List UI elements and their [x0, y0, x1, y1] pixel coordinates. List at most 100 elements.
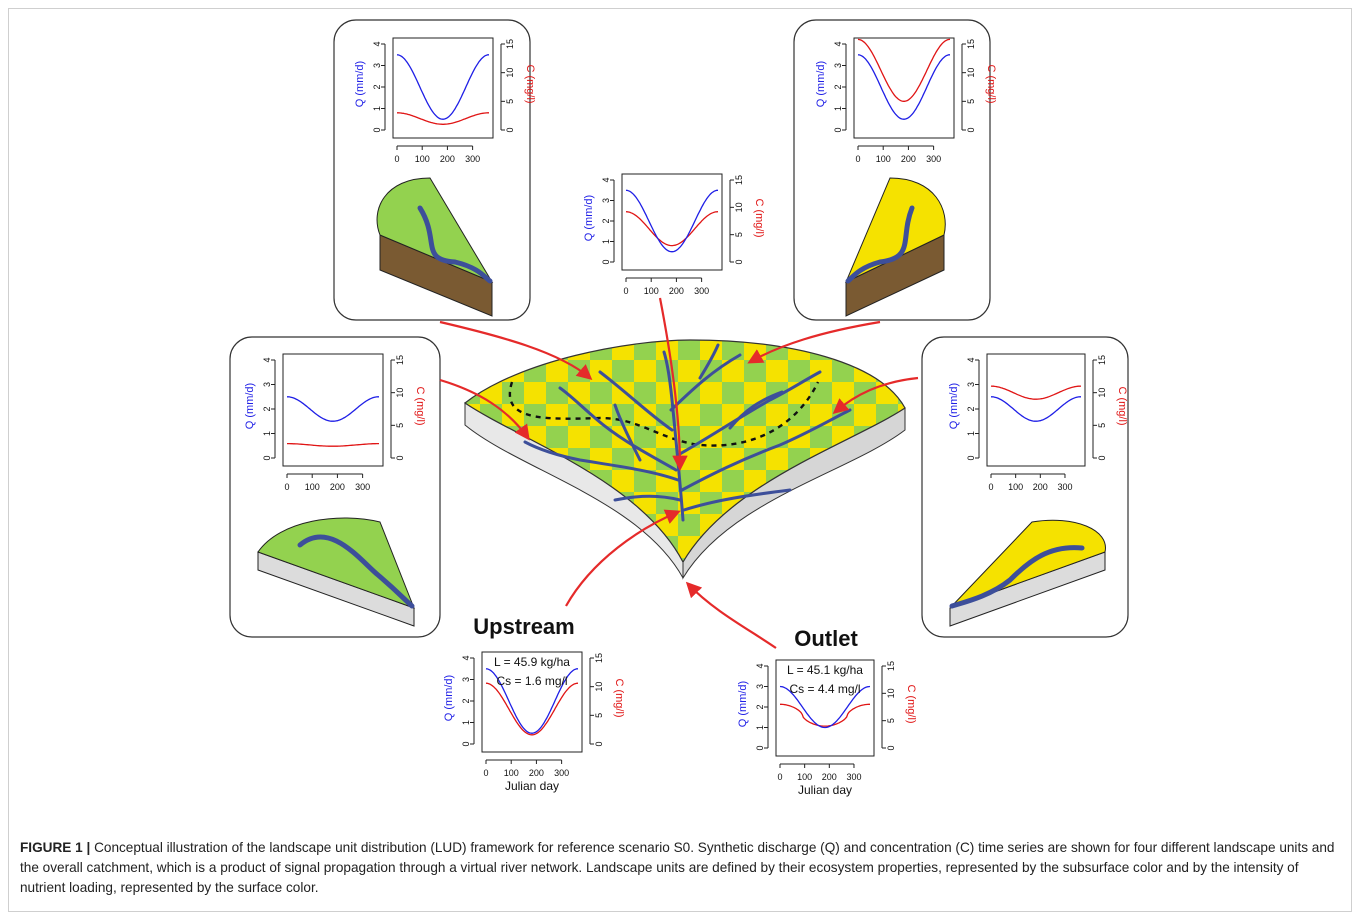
discharge-line [779, 685, 871, 729]
plot-top-right: 0 1 2 3 4 Q (mm/d) 0 5 10 15 C (mg/l) 0 100 200 300 [815, 37, 997, 164]
discharge-line [857, 54, 950, 120]
upstream-label: Upstream [473, 614, 574, 639]
figure-frame [8, 8, 1352, 912]
q-tick-label: 4 [601, 177, 611, 182]
q-tick-label: 3 [833, 63, 843, 68]
c-tick-label: 0 [505, 127, 515, 132]
c-axis-label: C (mg/l) [613, 678, 625, 717]
q-tick-label: 1 [262, 431, 272, 436]
plot-frame [282, 353, 384, 467]
q-tick-label: 2 [461, 698, 471, 703]
q-tick-label: 3 [601, 198, 611, 203]
c-tick-label: 5 [966, 99, 976, 104]
landscape-unit-mid-right [949, 519, 1106, 627]
q-tick-label: 0 [461, 741, 471, 746]
c-tick-label: 0 [966, 127, 976, 132]
x-tick-label: 300 [846, 772, 861, 782]
c-tick-label: 15 [966, 39, 976, 49]
plot-frame [775, 659, 875, 757]
c-tick-label: 5 [886, 718, 896, 723]
q-tick-label: 0 [262, 455, 272, 460]
x-tick-label: 200 [440, 154, 455, 164]
discharge-line [625, 189, 718, 253]
landscape-unit-mid-left [257, 517, 415, 627]
q-tick-label: 2 [372, 84, 382, 89]
x-tick-label: 200 [529, 768, 544, 778]
x-axis-label: Julian day [505, 779, 559, 793]
concentration-line [857, 38, 951, 102]
q-tick-label: 2 [262, 406, 272, 411]
discharge-line [991, 396, 1081, 422]
plot-upstream: 0 1 2 3 4 Q (mm/d) 0 5 10 15 C (mg/l) 0 100 200 300Jul… [443, 651, 625, 793]
q-tick-label: 2 [966, 406, 976, 411]
q-tick-label: 1 [601, 239, 611, 244]
c-tick-label: 0 [886, 745, 896, 750]
q-axis-label: Q (mm/d) [244, 383, 256, 429]
q-tick-label: 1 [966, 431, 976, 436]
concentration-line [397, 112, 489, 125]
c-axis-label: C (mg/l) [414, 386, 426, 425]
q-tick-label: 0 [755, 745, 765, 750]
c-tick-label: 10 [886, 688, 896, 698]
plot-frame [392, 37, 494, 139]
q-tick-label: 0 [601, 259, 611, 264]
x-tick-label: 100 [797, 772, 812, 782]
catchment-disk [463, 339, 906, 580]
c-tick-label: 10 [505, 68, 515, 78]
x-tick-label: 200 [669, 286, 684, 296]
discharge-line [287, 396, 379, 422]
x-tick-label: 300 [465, 154, 480, 164]
x-axis-label: Julian day [798, 783, 852, 797]
concentration-line [287, 442, 379, 447]
q-tick-label: 3 [966, 382, 976, 387]
concentration-line [990, 385, 1082, 400]
plot-annotation: L = 45.9 kg/ha [494, 655, 570, 669]
q-tick-label: 2 [833, 84, 843, 89]
c-tick-label: 15 [886, 661, 896, 671]
outlet-label: Outlet [794, 626, 858, 651]
c-tick-label: 5 [1097, 423, 1107, 428]
q-tick-label: 3 [262, 382, 272, 387]
c-tick-label: 0 [594, 741, 604, 746]
x-tick-label: 0 [394, 154, 399, 164]
q-tick-label: 0 [372, 127, 382, 132]
plot-annotation: L = 45.1 kg/ha [787, 663, 863, 677]
q-tick-label: 3 [372, 63, 382, 68]
c-tick-label: 15 [1097, 355, 1107, 365]
q-tick-label: 2 [601, 218, 611, 223]
x-tick-label: 100 [644, 286, 659, 296]
concentration-line [625, 211, 719, 247]
q-tick-label: 0 [966, 455, 976, 460]
c-tick-label: 5 [594, 713, 604, 718]
c-tick-label: 15 [594, 653, 604, 663]
plot-mid-right: 0 1 2 3 4 Q (mm/d) 0 5 10 15 C (mg/l) 0 100 200 300 [948, 353, 1128, 492]
x-tick-label: 0 [483, 768, 488, 778]
x-tick-label: 100 [415, 154, 430, 164]
x-tick-label: 100 [305, 482, 320, 492]
x-tick-label: 300 [926, 154, 941, 164]
caption-text: Conceptual illustration of the landscape… [20, 840, 1335, 895]
q-axis-label: Q (mm/d) [737, 681, 749, 727]
discharge-line [396, 54, 489, 120]
c-tick-label: 0 [395, 455, 405, 460]
plot-frame [853, 37, 955, 139]
caption-label: FIGURE 1 | [20, 840, 91, 855]
x-tick-label: 0 [623, 286, 628, 296]
c-tick-label: 10 [1097, 388, 1107, 398]
q-tick-label: 1 [755, 725, 765, 730]
concentration-line [780, 703, 870, 727]
x-tick-label: 0 [988, 482, 993, 492]
q-axis-label: Q (mm/d) [443, 675, 455, 721]
plot-top-center: 0 1 2 3 4 Q (mm/d) 0 5 10 15 C (mg/l) 0 100 200 300 [583, 173, 765, 296]
x-tick-label: 200 [901, 154, 916, 164]
x-tick-label: 300 [694, 286, 709, 296]
x-tick-label: 200 [822, 772, 837, 782]
c-tick-label: 10 [734, 202, 744, 212]
c-tick-label: 5 [734, 232, 744, 237]
c-axis-label: C (mg/l) [753, 198, 765, 237]
x-tick-label: 100 [504, 768, 519, 778]
flow-arrows [439, 297, 919, 649]
plot-annotation: Cs = 1.6 mg/l [496, 674, 567, 688]
plot-frame [986, 353, 1086, 467]
